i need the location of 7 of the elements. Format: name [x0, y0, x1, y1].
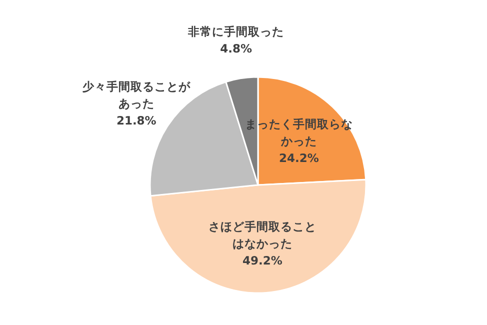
data-label: 4.8% — [220, 41, 253, 56]
slice-label: 非常に手間取った — [187, 24, 284, 39]
data-label: 24.2% — [278, 151, 320, 166]
slice-label: 少々手間取ることがあった — [82, 80, 192, 111]
data-label: 21.8% — [116, 114, 157, 128]
data-label: 49.2% — [242, 253, 283, 268]
slice-label: さほど手間取ることはなかった — [208, 219, 316, 250]
